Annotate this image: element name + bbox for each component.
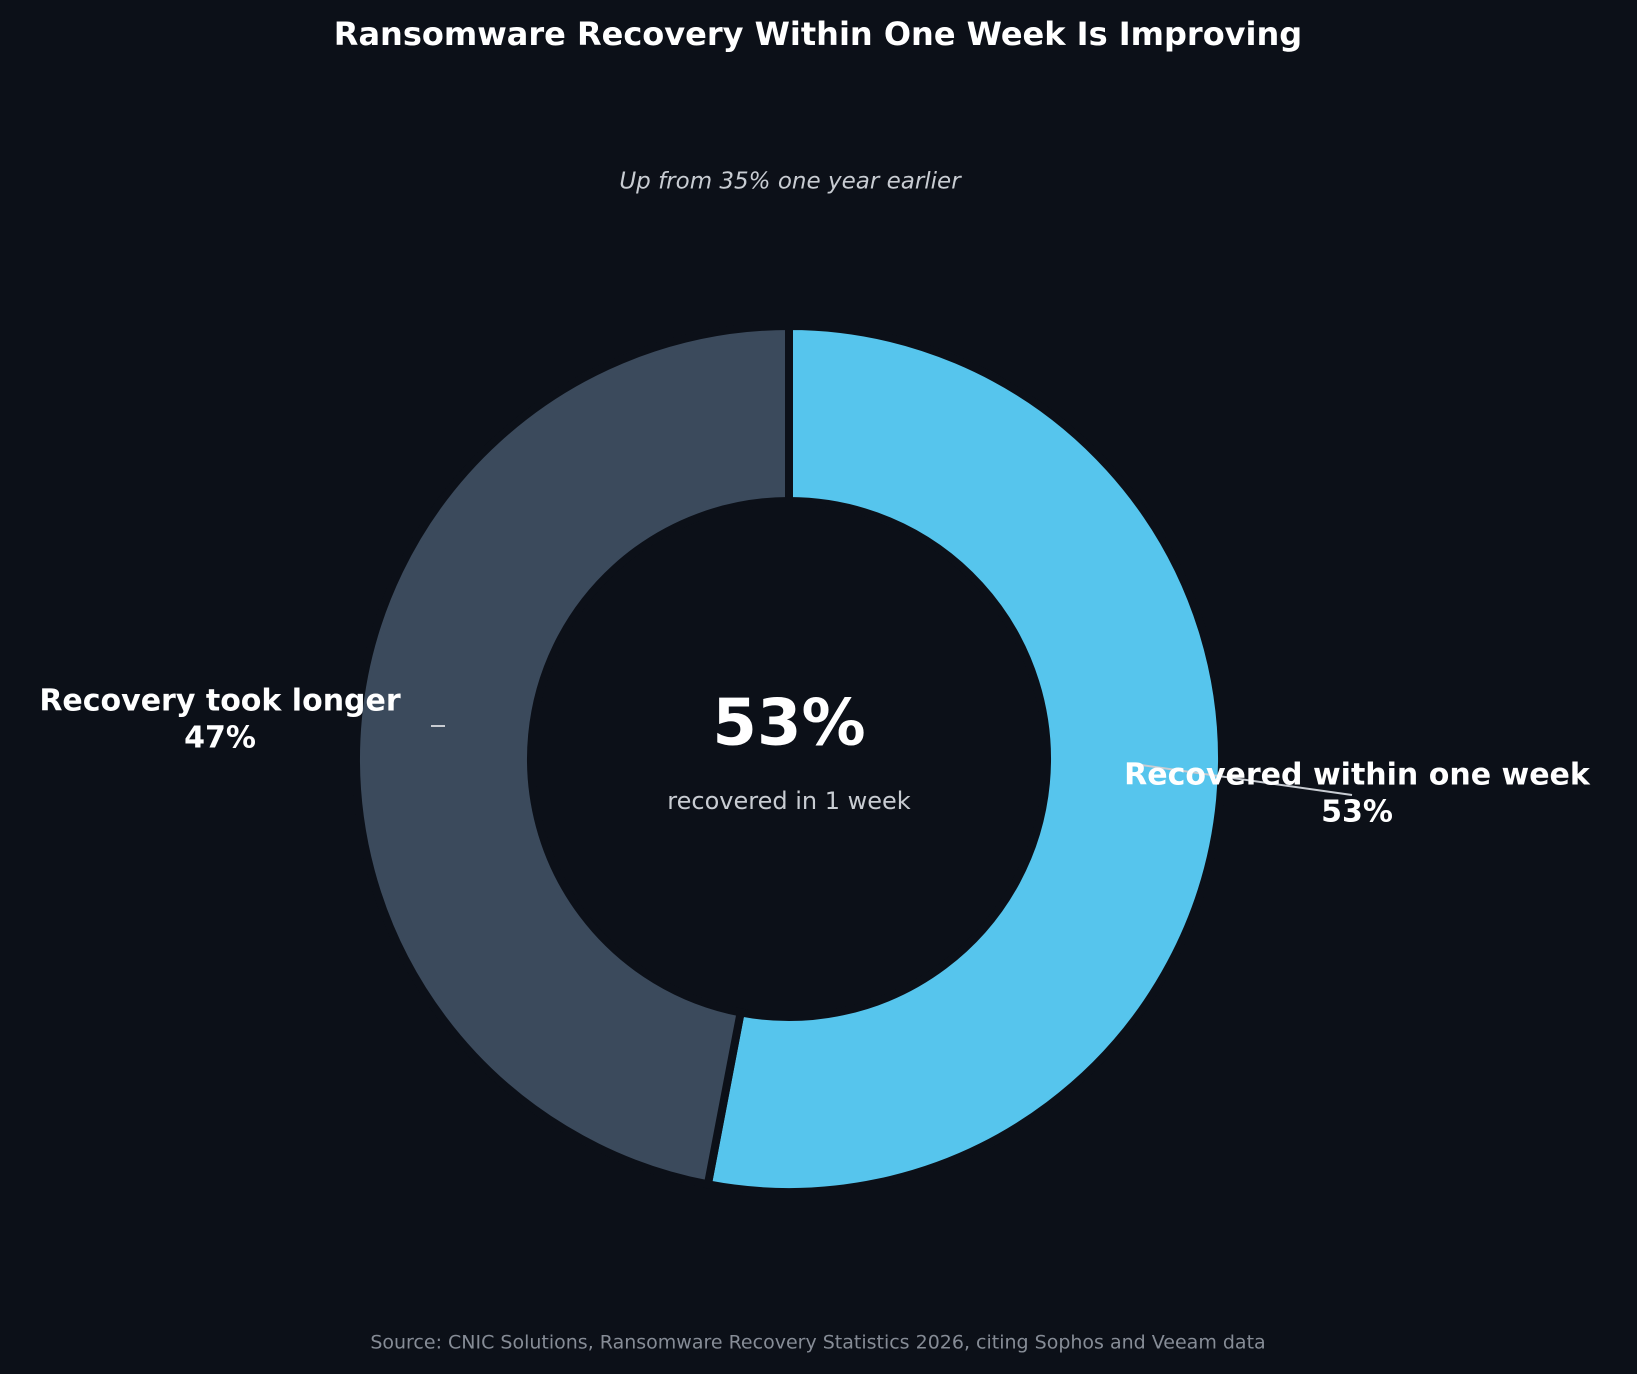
slice-value-label: 47%	[184, 721, 256, 756]
slice-value-label: 53%	[1321, 795, 1393, 830]
chart-subtitle: Up from 35% one year earlier	[619, 169, 962, 195]
slice-label: Recovered within one week	[1124, 758, 1591, 793]
leader-line	[1140, 763, 1353, 796]
center-label: recovered in 1 week	[667, 787, 910, 815]
slice	[352, 321, 793, 1190]
slice-label: Recovery took longer	[39, 684, 401, 719]
source-note: Source: CNIC Solutions, Ransomware Recov…	[370, 1332, 1265, 1354]
chart-title: Ransomware Recovery Within One Week Is I…	[334, 15, 1302, 53]
slice	[703, 321, 1226, 1196]
center-value: 53%	[712, 687, 865, 761]
